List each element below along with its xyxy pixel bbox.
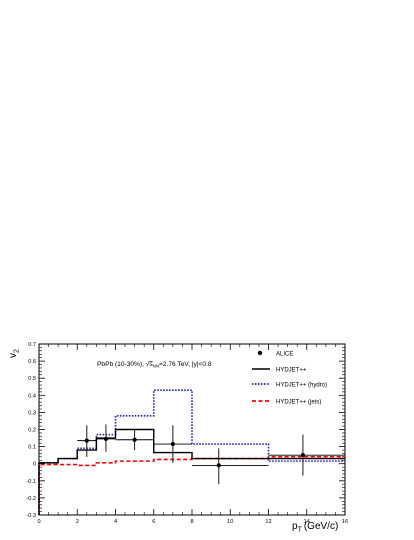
y-axis-title: v2	[8, 349, 21, 358]
legend: ALICE HYDJET++ HYDJET++ (hydro) HYDJET++…	[252, 350, 327, 406]
annotation-radical: √	[146, 360, 150, 368]
y-axis-title-main: v	[8, 353, 19, 358]
hydjet-step-line	[38, 428, 345, 515]
legend-jets-label: HYDJET++ (jets)	[276, 400, 321, 406]
y-tick-label: 0.5	[28, 376, 36, 382]
y-tick-label: 0.2	[28, 428, 36, 434]
x-tick-label: 0	[37, 519, 40, 525]
system-annotation: PbPb (10-30%), √sNN=2.76 TeV, |y|<0.8	[97, 360, 212, 369]
alice-point	[84, 438, 89, 443]
y-tick-label: 0.7	[28, 342, 36, 348]
x-tick-label: 12	[265, 519, 271, 525]
x-tick-label: 10	[227, 519, 233, 525]
x-tick-label: 6	[152, 519, 155, 525]
y-tick-label: 0.1	[28, 445, 36, 451]
annotation-suffix: =2.76 TeV, |y|<0.8	[159, 361, 212, 368]
x-tick-label: 8	[190, 519, 193, 525]
x-axis-ticks	[38, 344, 346, 515]
legend-hydro-label: HYDJET++ (hydro)	[276, 383, 327, 389]
x-axis-tick-labels: 0 2 4 6 8 10 12 14 16	[37, 519, 348, 525]
y-tick-label: 0.6	[28, 359, 36, 365]
x-tick-label: 4	[114, 519, 117, 525]
alice-point	[300, 453, 306, 458]
y-tick-label: -0.2	[26, 496, 36, 502]
annotation-sub: NN	[153, 364, 159, 369]
model-series	[38, 389, 345, 515]
y-tick-label: 0	[33, 462, 36, 468]
y-axis-ticks	[39, 343, 345, 516]
y-axis-title-sub: 2	[14, 349, 21, 353]
x-tick-label: 2	[76, 519, 79, 525]
alice-point	[103, 436, 109, 442]
legend-alice-marker	[257, 350, 263, 356]
x-axis-title-sub: T	[298, 527, 303, 534]
alice-point	[216, 463, 221, 468]
x-axis-title-unit: (GeV/c)	[304, 521, 338, 532]
x-axis-title-main: p	[292, 521, 298, 532]
y-tick-label: -0.3	[26, 513, 36, 519]
y-axis-tick-labels: -0.3 -0.2 -0.1 0 0.1 0.2 0.3 0.4 0.5 0.6 0.7	[26, 342, 36, 519]
alice-point	[132, 437, 137, 442]
alice-data-points	[77, 424, 345, 485]
x-axis-title: pT (GeV/c)	[292, 521, 338, 534]
alice-point	[170, 441, 175, 447]
x-tick-label: 14	[304, 519, 310, 525]
legend-hydjet-label: HYDJET++	[276, 368, 307, 374]
annotation-prefix: PbPb (10-30%),	[97, 361, 146, 368]
x-tick-label: 16	[342, 519, 348, 525]
y-tick-label: 0.3	[28, 410, 36, 416]
annotation-s: s	[149, 361, 153, 368]
legend-alice-label: ALICE	[276, 352, 293, 358]
y-tick-label: -0.1	[26, 479, 36, 485]
y-tick-label: 0.4	[28, 393, 36, 399]
